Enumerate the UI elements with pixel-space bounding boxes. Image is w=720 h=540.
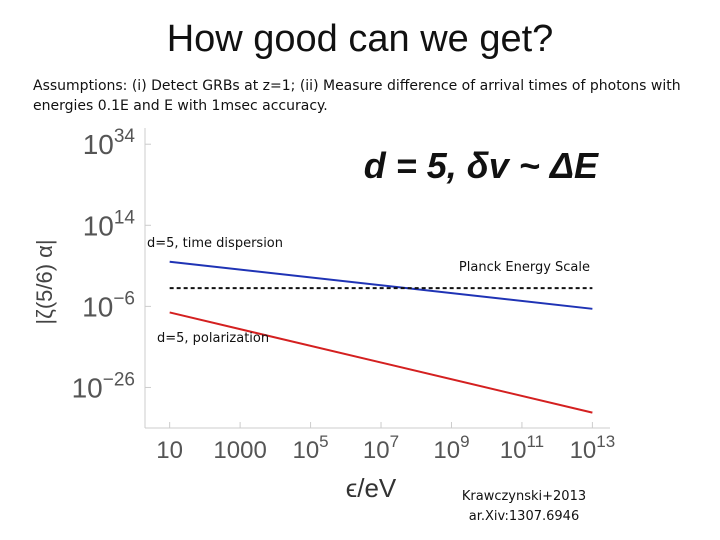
slide-title: How good can we get?: [166, 18, 554, 60]
citation: Krawczynski+2013 ar.Xiv:1307.6946: [444, 487, 604, 527]
y-tick-label: 10−6: [82, 288, 135, 322]
series-line-3: [169, 311, 593, 414]
x-axis-title: ϵ/eV: [346, 473, 397, 503]
y-tick-label: 1034: [83, 126, 136, 160]
x-tick-label: 10: [156, 437, 183, 464]
x-tick-label: 109: [433, 432, 469, 464]
series-label-1: d=5, time dispersion: [147, 236, 283, 251]
x-tick-label: 105: [292, 432, 328, 464]
citation-author: Krawczynski+2013: [461, 489, 587, 504]
x-tick-label: 1011: [500, 432, 544, 464]
x-tick-label: 1000: [213, 437, 266, 464]
series-label-3: d=5, polarization: [157, 331, 269, 346]
y-tick-label: 1014: [83, 207, 136, 241]
x-tick-label: 107: [363, 432, 399, 464]
y-tick-label: 10−26: [72, 369, 135, 403]
assumptions-text: Assumptions: (i) Detect GRBs at z=1; (ii…: [33, 78, 681, 114]
inset-formula: d = 5, δv ~ ΔE: [364, 145, 599, 186]
citation-arxiv: ar.Xiv:1307.6946: [468, 509, 580, 524]
y-axis-title: |ζ(5/6) α|: [32, 239, 57, 324]
x-tick-label: 1013: [570, 432, 616, 464]
series-label-2: Planck Energy Scale: [459, 260, 590, 275]
series-line-1: [169, 260, 593, 310]
